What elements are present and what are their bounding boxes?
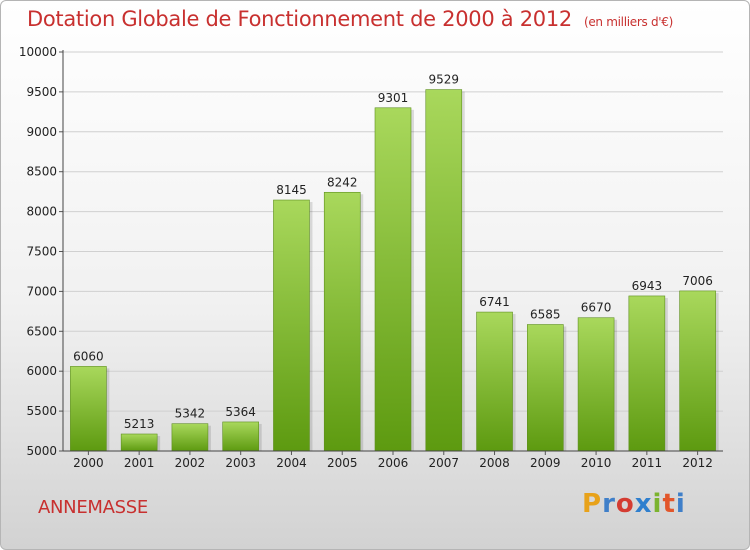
logo-letter: i bbox=[652, 489, 663, 519]
bar-2009 bbox=[527, 324, 564, 452]
bar-value-label: 7006 bbox=[682, 274, 713, 288]
x-tick-label: 2003 bbox=[225, 456, 256, 470]
x-tick-label: 2009 bbox=[530, 456, 561, 470]
logo-letter: r bbox=[602, 489, 616, 519]
bar-2010 bbox=[577, 317, 615, 452]
bar-2002 bbox=[171, 423, 209, 452]
bar-value-label: 8242 bbox=[327, 175, 358, 189]
logo-letter: P bbox=[582, 489, 603, 519]
chart-subtitle: (en milliers d'€) bbox=[583, 15, 673, 29]
x-tick-label: 2000 bbox=[73, 456, 104, 470]
bar-value-label: 6060 bbox=[73, 349, 104, 363]
y-tick-label: 8000 bbox=[26, 205, 57, 219]
x-tick-label: 2012 bbox=[682, 456, 713, 470]
bar-value-label: 9301 bbox=[378, 91, 409, 105]
bar-2011 bbox=[628, 295, 666, 452]
logo-letter: x bbox=[634, 489, 653, 519]
bar-value-label: 5364 bbox=[225, 405, 256, 419]
bar-value-label: 9529 bbox=[428, 73, 459, 87]
bar-value-label: 5342 bbox=[175, 407, 206, 421]
x-tick-label: 2002 bbox=[175, 456, 206, 470]
x-tick-label: 2008 bbox=[479, 456, 510, 470]
bar-value-label: 6670 bbox=[581, 301, 612, 315]
logo-letter: i bbox=[675, 489, 686, 519]
axes: 5000 5500 6000 6500 7000 7500 8000 8500 9000 9500… bbox=[19, 45, 723, 470]
bar-value-label: 5213 bbox=[124, 417, 155, 431]
y-tick-label: 9500 bbox=[26, 85, 57, 99]
y-tick-label: 8500 bbox=[26, 165, 57, 179]
x-tick-label: 2010 bbox=[581, 456, 612, 470]
logo-letter: t bbox=[662, 489, 676, 519]
x-tick-label: 2007 bbox=[428, 456, 459, 470]
y-tick-label: 9000 bbox=[26, 125, 57, 139]
y-tick-label: 5500 bbox=[26, 404, 57, 418]
bar-2006 bbox=[374, 107, 412, 452]
bar-2007 bbox=[425, 89, 463, 452]
y-tick-label: 10000 bbox=[19, 45, 57, 59]
y-tick-label: 5000 bbox=[26, 444, 57, 458]
chart-title: Dotation Globale de Fonctionnement de 20… bbox=[27, 7, 673, 31]
bar-value-label: 6741 bbox=[479, 295, 510, 309]
logo-letter: o bbox=[615, 489, 635, 519]
proxiti-logo[interactable]: Proxiti bbox=[582, 489, 686, 519]
x-tick-label: 2005 bbox=[327, 456, 358, 470]
x-tick-label: 2011 bbox=[632, 456, 663, 470]
y-tick-label: 7500 bbox=[26, 245, 57, 259]
chart-title-text: Dotation Globale de Fonctionnement de 20… bbox=[27, 7, 572, 31]
bar-2001 bbox=[120, 433, 158, 452]
x-tick-label: 2006 bbox=[378, 456, 409, 470]
x-tick-label: 2004 bbox=[276, 456, 307, 470]
place-name: ANNEMASSE bbox=[38, 497, 148, 518]
bar-2004 bbox=[273, 199, 310, 452]
y-tick-label: 6000 bbox=[26, 364, 57, 378]
bar-value-label: 6943 bbox=[632, 279, 663, 293]
y-tick-label: 7000 bbox=[26, 284, 57, 298]
bar-2008 bbox=[476, 311, 513, 452]
bar-2000 bbox=[70, 366, 107, 452]
bar-2005 bbox=[323, 191, 361, 452]
bar-2012 bbox=[679, 290, 716, 452]
bar-value-label: 6585 bbox=[530, 308, 561, 322]
bars: 6060 5213 5342 5364 8145 8242 9301 9529 6741 6585… bbox=[70, 73, 719, 452]
bar-value-label: 8145 bbox=[276, 183, 307, 197]
y-tick-label: 6500 bbox=[26, 324, 57, 338]
x-tick-label: 2001 bbox=[124, 456, 155, 470]
bar-2003 bbox=[222, 421, 259, 452]
